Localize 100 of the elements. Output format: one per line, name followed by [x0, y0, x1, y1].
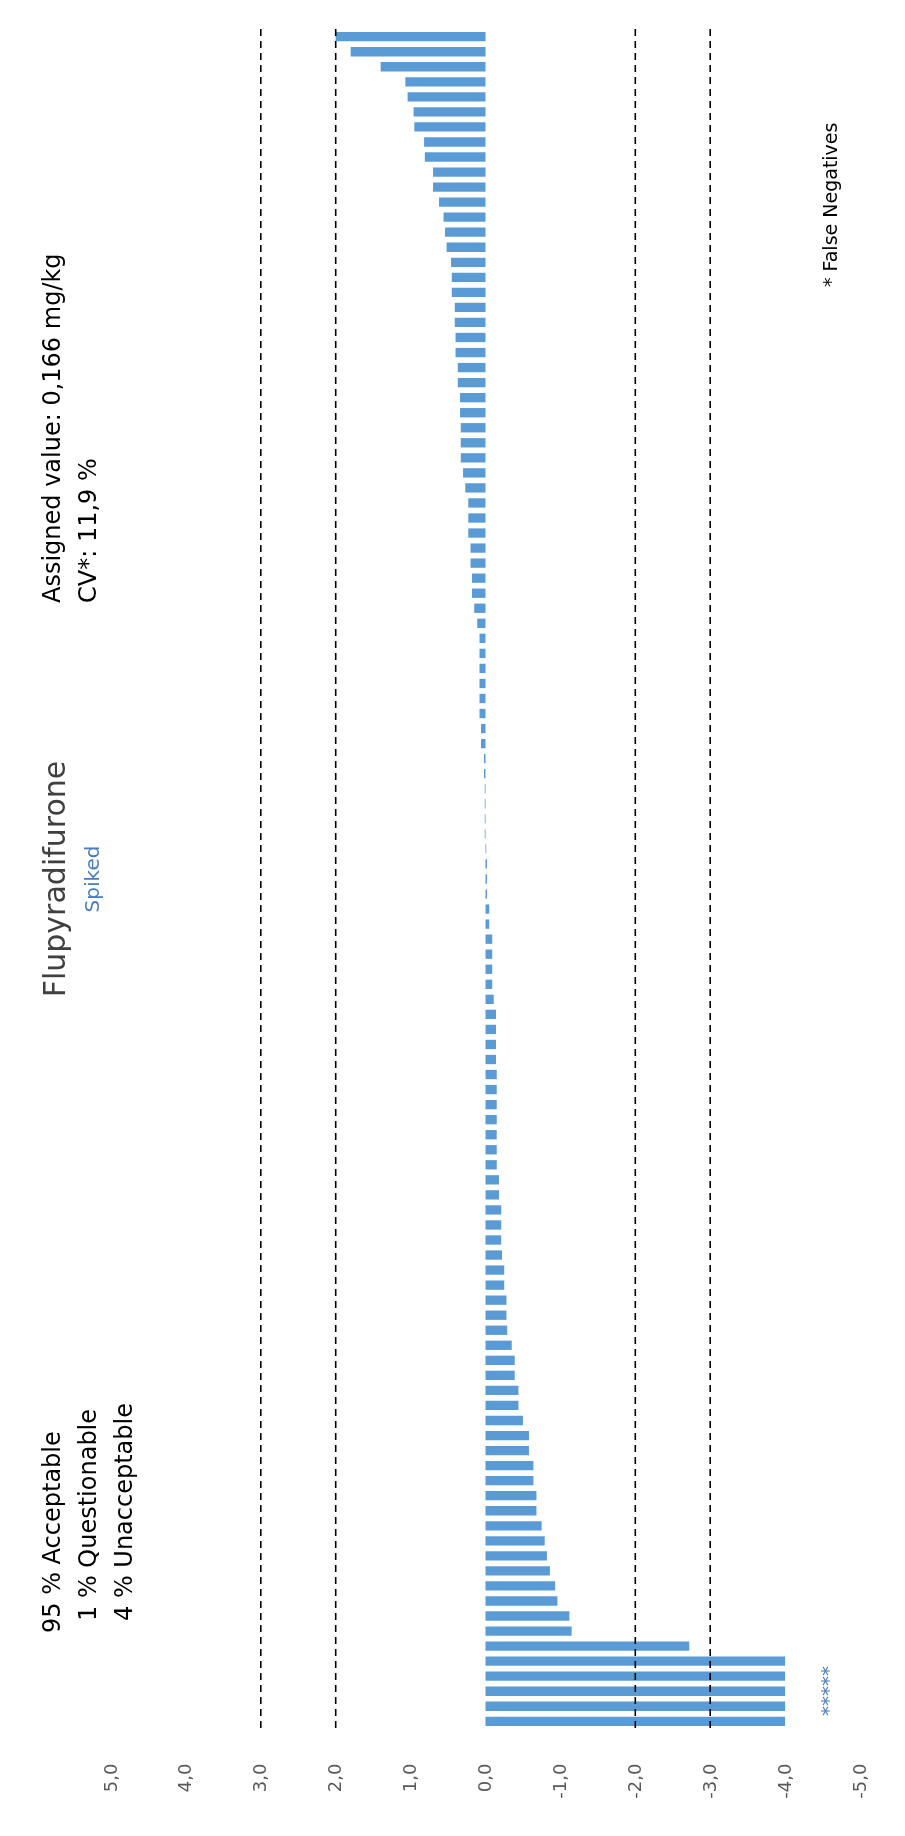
bar — [485, 1716, 786, 1726]
bar — [485, 1521, 542, 1531]
x-tick-label: 2,0 — [324, 1763, 346, 1793]
bar — [460, 423, 486, 433]
x-tick-label: -4,0 — [773, 1763, 795, 1799]
bar — [414, 122, 486, 132]
bar — [485, 1491, 537, 1501]
bar — [477, 618, 486, 628]
bar — [485, 1250, 502, 1260]
bar — [468, 498, 486, 508]
bar — [485, 1476, 534, 1486]
bar — [485, 1445, 529, 1456]
bar — [485, 1295, 507, 1305]
bar — [424, 152, 486, 162]
text: CV*: 11,9 % — [74, 458, 102, 603]
bar — [460, 453, 486, 463]
bar — [470, 558, 486, 568]
bar — [455, 332, 486, 343]
bar — [485, 1039, 496, 1050]
bar — [350, 47, 486, 57]
bar — [485, 1400, 519, 1411]
bar — [485, 1581, 556, 1591]
bar — [485, 1460, 534, 1471]
bar — [454, 317, 486, 328]
bar — [474, 603, 486, 613]
bar — [485, 1265, 505, 1275]
bar — [479, 663, 486, 674]
bar — [485, 1370, 515, 1381]
x-tick-label: -1,0 — [548, 1763, 570, 1799]
bar — [485, 1656, 786, 1666]
bar — [479, 678, 486, 689]
bar — [485, 1641, 690, 1651]
x-tick-label: 1,0 — [399, 1763, 421, 1793]
x-tick-label: 3,0 — [249, 1763, 271, 1793]
bar — [485, 1611, 570, 1621]
bar — [485, 1566, 550, 1576]
bar — [485, 1115, 497, 1125]
bar — [485, 1310, 507, 1320]
x-tick-label: 5,0 — [99, 1763, 121, 1793]
bar — [454, 302, 486, 313]
bar — [485, 1340, 512, 1350]
x-tick-label: -2,0 — [623, 1763, 645, 1799]
bar — [479, 708, 486, 719]
bar — [485, 1235, 502, 1245]
bar — [405, 77, 486, 87]
bar — [485, 1099, 497, 1110]
bar — [445, 227, 486, 237]
x-tick-label: 4,0 — [174, 1763, 196, 1793]
bar — [485, 1054, 496, 1065]
bar — [451, 257, 486, 267]
bar — [460, 393, 486, 403]
bar — [485, 1596, 558, 1606]
bar — [424, 137, 486, 147]
text: 95 % Acceptable — [38, 1431, 66, 1633]
bar — [485, 1130, 497, 1140]
bar — [485, 1701, 786, 1711]
annotation: * False Negatives — [819, 122, 841, 287]
bar — [485, 1626, 572, 1636]
bar — [481, 738, 486, 749]
bar — [472, 588, 486, 598]
bar — [485, 1024, 496, 1035]
bar — [485, 1385, 519, 1396]
bar — [485, 1145, 497, 1155]
bar — [463, 468, 486, 478]
bar — [485, 1430, 529, 1441]
bar — [485, 1160, 497, 1170]
bar — [455, 347, 486, 358]
bar — [460, 438, 486, 448]
bar — [479, 693, 486, 704]
x-tick-label: 0,0 — [474, 1763, 495, 1793]
text: Spiked — [80, 845, 104, 913]
bar — [451, 272, 486, 282]
bar — [465, 483, 486, 493]
bar — [407, 92, 486, 102]
bar — [472, 573, 486, 583]
bar — [380, 62, 486, 72]
bar — [468, 528, 486, 538]
bar — [451, 287, 486, 298]
bar — [446, 242, 486, 252]
bar — [468, 513, 486, 523]
bar — [413, 107, 486, 117]
bar — [485, 1220, 502, 1230]
annotation: ***** — [816, 1666, 840, 1716]
bar — [485, 1551, 547, 1561]
bar — [485, 1280, 505, 1290]
bar — [485, 994, 494, 1004]
bar — [485, 1506, 537, 1516]
bar — [460, 408, 486, 418]
bar — [457, 377, 486, 388]
bar — [457, 362, 486, 373]
bar — [485, 1069, 497, 1080]
bar — [485, 1325, 508, 1335]
bar — [439, 197, 486, 207]
bar — [433, 167, 486, 177]
text: Assigned value: 0,166 mg/kg — [38, 253, 66, 603]
bar — [485, 1009, 496, 1020]
bar — [485, 1536, 545, 1546]
bar — [479, 648, 486, 659]
bar — [481, 723, 486, 734]
annotation: 4 % Unacceptable — [110, 1403, 138, 1621]
